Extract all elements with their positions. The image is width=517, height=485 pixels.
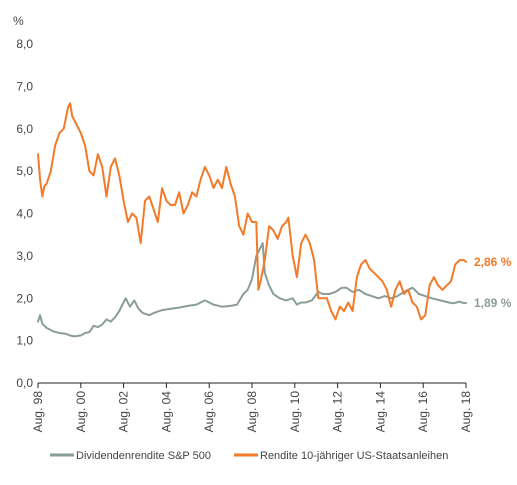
x-tick-label: Aug. 00 <box>74 391 88 433</box>
y-tick-label: 8,0 <box>16 37 33 51</box>
series-line-2 <box>37 102 467 321</box>
x-tick-label: Aug. 18 <box>459 391 473 433</box>
y-tick-label: 7,0 <box>16 79 33 93</box>
x-ticks: Aug. 98 Aug. 00 Aug. 02 Aug. 04 Aug. 06 Aug. … <box>31 383 473 432</box>
x-tick-label: Aug. 04 <box>159 391 173 433</box>
x-tick-label: Aug. 16 <box>416 391 430 433</box>
x-tick-label: Aug. 14 <box>373 391 387 433</box>
x-tick-label: Aug. 06 <box>202 391 216 433</box>
series-end-label-2: 2,86 % <box>474 255 512 269</box>
y-tick-label: 5,0 <box>16 164 33 178</box>
x-tick-label: Aug. 12 <box>331 391 345 433</box>
y-axis-label: % <box>13 14 24 28</box>
legend-label-2: Rendite 10-jähriger US-Staatsanleihen <box>260 450 448 462</box>
x-tick-label: Aug. 10 <box>288 391 302 433</box>
y-tick-label: 3,0 <box>16 249 33 263</box>
end-labels: 1,89 % 2,86 % <box>474 255 512 310</box>
y-tick-label: 6,0 <box>16 122 33 136</box>
y-ticks: 0,0 1,0 2,0 3,0 4,0 5,0 6,0 7,0 8,0 <box>16 37 33 390</box>
series-lines <box>37 102 467 338</box>
x-tick-label: Aug. 02 <box>117 391 131 433</box>
y-tick-label: 2,0 <box>16 291 33 305</box>
y-tick-label: 0,0 <box>16 376 33 390</box>
series-line-1 <box>37 242 467 338</box>
x-tick-label: Aug. 08 <box>245 391 259 433</box>
y-tick-label: 4,0 <box>16 207 33 221</box>
y-tick-label: 1,0 <box>16 334 33 348</box>
series-end-label-1: 1,89 % <box>474 296 512 310</box>
legend-label-1: Dividendenrendite S&P 500 <box>76 450 211 462</box>
x-tick-label: Aug. 98 <box>31 391 45 433</box>
legend: Dividendenrendite S&P 500 Rendite 10-jähr… <box>50 450 448 462</box>
